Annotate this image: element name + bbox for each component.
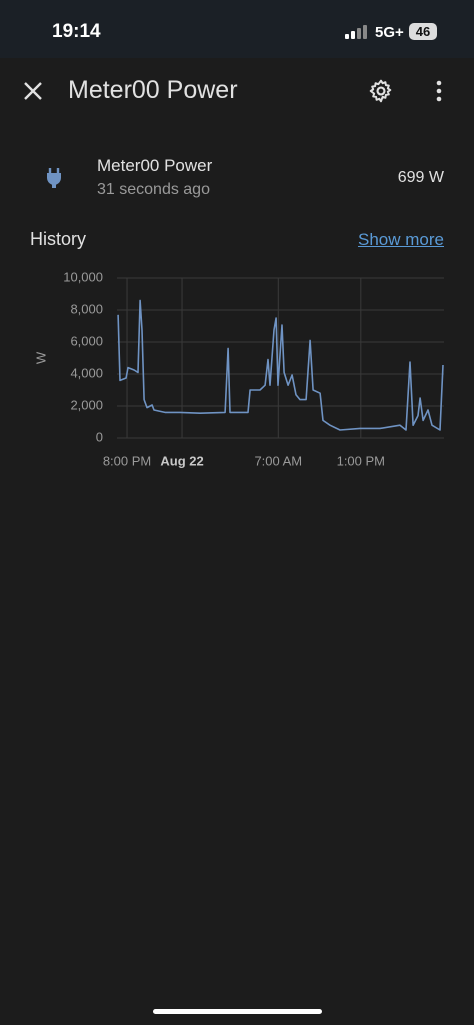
- y-tick-label: 0: [96, 429, 103, 444]
- y-tick-label: 2,000: [70, 397, 103, 412]
- power-line: [117, 299, 444, 431]
- history-title: History: [30, 229, 87, 249]
- dialog-title: Meter00 Power: [68, 76, 238, 104]
- status-bar: 19:14 5G+ 46: [0, 0, 474, 58]
- y-axis-label: W: [33, 351, 48, 364]
- y-tick-label: 4,000: [70, 365, 103, 380]
- show-more-link[interactable]: Show more: [358, 230, 444, 249]
- x-tick-label: 1:00 PM: [337, 453, 385, 468]
- close-button[interactable]: [22, 80, 44, 102]
- home-indicator: [153, 1009, 322, 1014]
- entity-name: Meter00 Power: [97, 156, 213, 175]
- plug-icon: [47, 168, 61, 188]
- battery: 46: [409, 23, 437, 40]
- entity-state: 699 W: [397, 169, 444, 186]
- network-type: 5G+: [375, 24, 404, 41]
- last-changed: 31 seconds ago: [97, 181, 210, 198]
- y-tick-label: 6,000: [70, 333, 103, 348]
- y-tick-label: 10,000: [63, 269, 103, 284]
- y-tick-label: 8,000: [70, 301, 103, 316]
- x-tick-label: 7:00 AM: [254, 453, 302, 468]
- x-tick-label: 8:00 PM: [103, 453, 151, 468]
- more-button[interactable]: [432, 80, 446, 102]
- x-tick-label: Aug 22: [160, 453, 203, 468]
- clock: 19:14: [52, 21, 101, 42]
- history-chart: W 0 2,000 4,000 6,000 8,000 10,000 8:00 PM Aug …: [33, 269, 444, 468]
- settings-button[interactable]: [368, 78, 394, 104]
- signal-icon: [345, 25, 367, 39]
